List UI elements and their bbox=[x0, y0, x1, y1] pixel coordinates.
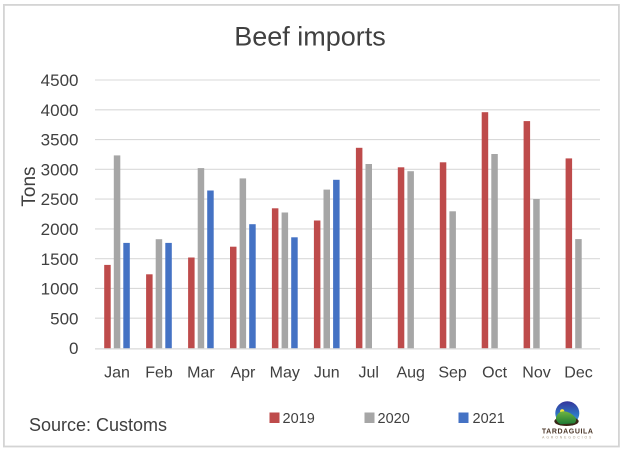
svg-text:Jul: Jul bbox=[358, 365, 378, 382]
svg-text:500: 500 bbox=[50, 309, 78, 328]
svg-text:3500: 3500 bbox=[41, 131, 79, 150]
svg-text:4500: 4500 bbox=[41, 71, 79, 90]
svg-text:2000: 2000 bbox=[41, 220, 79, 239]
svg-text:May: May bbox=[270, 365, 300, 382]
svg-text:4000: 4000 bbox=[41, 101, 79, 120]
svg-text:AGRONEGOCIOS: AGRONEGOCIOS bbox=[542, 435, 593, 439]
svg-text:2019: 2019 bbox=[283, 411, 315, 427]
svg-text:Oct: Oct bbox=[482, 365, 507, 382]
svg-text:3000: 3000 bbox=[41, 160, 79, 179]
svg-text:Aug: Aug bbox=[396, 365, 424, 382]
svg-text:Apr: Apr bbox=[230, 365, 256, 382]
svg-text:Sep: Sep bbox=[438, 365, 467, 382]
svg-text:TARDAGUILA: TARDAGUILA bbox=[542, 429, 594, 436]
svg-text:Jan: Jan bbox=[104, 365, 130, 382]
svg-text:0: 0 bbox=[69, 339, 78, 358]
svg-text:1000: 1000 bbox=[41, 280, 79, 299]
svg-text:Mar: Mar bbox=[187, 365, 215, 382]
svg-text:Dec: Dec bbox=[564, 365, 592, 382]
svg-text:Nov: Nov bbox=[522, 365, 550, 382]
svg-text:2021: 2021 bbox=[473, 411, 505, 427]
svg-text:Tons: Tons bbox=[19, 166, 40, 206]
svg-text:2500: 2500 bbox=[41, 190, 79, 209]
svg-text:Jun: Jun bbox=[314, 365, 340, 382]
svg-text:Source: Customs: Source: Customs bbox=[29, 415, 167, 435]
svg-text:2020: 2020 bbox=[378, 411, 410, 427]
svg-text:Feb: Feb bbox=[145, 365, 173, 382]
svg-text:1500: 1500 bbox=[41, 250, 79, 269]
svg-text:Beef imports: Beef imports bbox=[234, 22, 386, 52]
